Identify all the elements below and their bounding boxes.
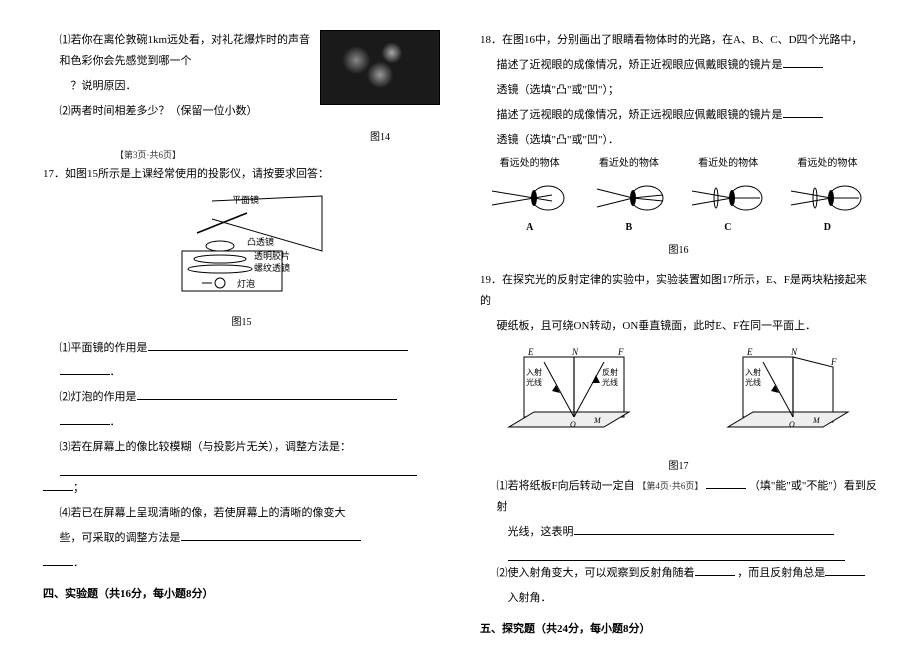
- board-left: E N F 入射 光线 反射 光线 O M: [504, 347, 634, 447]
- q17-2: ⑵灯泡的作用是: [43, 387, 440, 408]
- label-mirror: 平面镜: [232, 194, 259, 205]
- board-right: E N F 入射 光线 O M: [723, 347, 853, 447]
- q17-4b-text: 些，可采取的调整方法是: [60, 532, 181, 544]
- blank: [574, 523, 834, 535]
- section-5-title: 五、探究题（共24分，每小题8分）: [480, 619, 877, 640]
- period: ．: [110, 366, 121, 378]
- q19-2c: 入射角．: [480, 588, 877, 609]
- period: ．: [110, 416, 121, 428]
- eye-d: [787, 181, 867, 216]
- svg-text:反射: 反射: [602, 367, 618, 377]
- q17-1: ⑴平面镜的作用是: [43, 338, 440, 359]
- q18-d-text: 描述了远视眼的成像情况，矫正远视眼应佩戴眼镜的镜片是: [497, 109, 783, 121]
- q19-b: 硬纸板，且可绕ON转动，ON垂直镜面，此时E、F在同一平面上．: [480, 316, 877, 337]
- blank: [60, 413, 110, 425]
- q17-4b: 些，可采取的调整方法是: [43, 528, 440, 549]
- q19-1a: ⑴若将纸板F向后转动一定自: [497, 480, 635, 492]
- label-a: A: [526, 218, 533, 237]
- svg-text:M: M: [593, 416, 602, 425]
- cap-far-2: 看远处的物体: [797, 154, 857, 173]
- page-note-3: 【第3页·共6页】: [115, 147, 440, 164]
- blank: [148, 339, 408, 351]
- q19-2a: ⑵使入射角变大，可以观察到反射角随着: [497, 567, 695, 579]
- q18-c: 透镜（选填"凸"或"凹"）；: [480, 80, 877, 101]
- q18-e: 透镜（选填"凸"或"凹"）．: [480, 130, 877, 151]
- q18-b: 描述了近视眼的成像情况，矫正近视眼应佩戴眼镜的镜片是: [480, 55, 877, 76]
- svg-text:光线: 光线: [745, 377, 761, 387]
- q19-a: 19．在探究光的反射定律的实验中，实验装置如图17所示，E、F是两块粘接起来的: [480, 270, 877, 312]
- fig17-caption: 图17: [480, 457, 877, 476]
- svg-text:入射: 入射: [745, 367, 761, 377]
- q17-4a: ⑷若已在屏幕上呈现清晰的像，若使屏幕上的清晰的像变大: [43, 503, 440, 524]
- blank-line: [60, 462, 417, 476]
- reflection-boards: E N F 入射 光线 反射 光线 O M E N F 入射 光线 O M: [480, 347, 877, 447]
- svg-text:入射: 入射: [526, 367, 542, 377]
- blank: [43, 554, 73, 566]
- fig15-caption: 图15: [43, 313, 440, 332]
- section-4-title: 四、实验题（共16分，每小题8分）: [43, 584, 440, 605]
- cap-near-1: 看近处的物体: [599, 154, 659, 173]
- q17-1-text: ⑴平面镜的作用是: [60, 342, 148, 354]
- cap-near-2: 看近处的物体: [698, 154, 758, 173]
- blank: [783, 106, 823, 118]
- q19-1c: 光线，这表明: [508, 526, 574, 538]
- eye-captions: 看远处的物体 看近处的物体 看近处的物体 看远处的物体: [480, 154, 877, 173]
- eye-b: [589, 181, 669, 216]
- q19-1c-line: 光线，这表明: [480, 522, 877, 543]
- q18-d: 描述了远视眼的成像情况，矫正远视眼应佩戴眼镜的镜片是: [480, 105, 877, 126]
- right-column: 18．在图16中，分别画出了眼睛看物体时的光路，在A、B、C、D四个光路中， 描…: [460, 30, 885, 630]
- q18-a: 18．在图16中，分别画出了眼睛看物体时的光路，在A、B、C、D四个光路中，: [480, 30, 877, 51]
- q19-2b: ，而且反射角总是: [737, 567, 825, 579]
- abcd-labels: A B C D: [480, 218, 877, 237]
- fig16-caption: 图16: [480, 241, 877, 260]
- blank-line: [508, 547, 845, 561]
- fig14-caption: 图14: [43, 128, 440, 147]
- eye-a: [490, 181, 570, 216]
- blank: [706, 477, 746, 489]
- period: ．: [73, 557, 84, 569]
- projector-diagram: 平面镜 凸透镜 透明胶片 螺纹透镜 灯泡 图15: [43, 191, 440, 332]
- label-film: 透明胶片: [254, 250, 290, 261]
- svg-text:光线: 光线: [602, 377, 618, 387]
- q17-2-text: ⑵灯泡的作用是: [60, 391, 137, 403]
- svg-text:光线: 光线: [526, 377, 542, 387]
- blank: [137, 388, 397, 400]
- label-d: D: [824, 218, 831, 237]
- blank: [60, 363, 110, 375]
- q19-2: ⑵使入射角变大，可以观察到反射角随着 ，而且反射角总是: [480, 563, 877, 584]
- svg-text:O: O: [570, 420, 576, 429]
- cap-far-1: 看远处的物体: [500, 154, 560, 173]
- semi: ；: [73, 482, 84, 494]
- blank: [43, 479, 73, 491]
- q17-3: ⑶若在屏幕上的像比较模糊（与投影片无关），调整方法是：: [43, 437, 440, 458]
- label-b: B: [625, 218, 632, 237]
- blank: [695, 564, 735, 576]
- label-lamp: 灯泡: [237, 278, 255, 289]
- svg-text:M: M: [812, 416, 821, 425]
- label-lens: 凸透镜: [247, 236, 274, 247]
- blank: [783, 56, 823, 68]
- fireworks-image: [320, 30, 440, 105]
- page-note-4: 【第4页·共6页】: [637, 481, 703, 491]
- eye-diagrams: [480, 181, 877, 216]
- q17: 17．如图15所示是上课经常使用的投影仪，请按要求回答：: [43, 164, 440, 185]
- svg-text:O: O: [789, 420, 795, 429]
- svg-text:N: N: [571, 347, 579, 357]
- q18-b-text: 描述了近视眼的成像情况，矫正近视眼应佩戴眼镜的镜片是: [497, 59, 783, 71]
- svg-text:E: E: [746, 347, 753, 357]
- label-spiral: 螺纹透镜: [254, 262, 290, 273]
- left-column: ⑴若你在离伦敦碗1km远处看，对礼花爆炸时的声音和色彩你会先感觉到哪一个 ？说明…: [35, 30, 460, 630]
- q19-1: ⑴若将纸板F向后转动一定自 【第4页·共6页】 （填"能"或"不能"）看到反射: [480, 476, 877, 518]
- label-c: C: [724, 218, 731, 237]
- svg-text:F: F: [617, 347, 624, 357]
- svg-text:N: N: [790, 347, 798, 357]
- eye-c: [688, 181, 768, 216]
- blank: [825, 564, 865, 576]
- svg-text:F: F: [830, 357, 837, 367]
- svg-text:E: E: [527, 347, 534, 357]
- blank: [181, 529, 361, 541]
